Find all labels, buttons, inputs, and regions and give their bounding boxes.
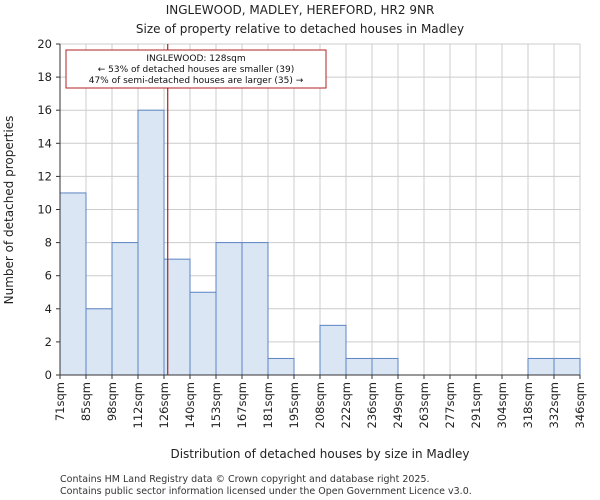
x-tick-label-263sqm: 263sqm <box>417 382 431 428</box>
annotation-line1: INGLEWOOD: 128sqm <box>146 54 245 64</box>
y-tick-label-10: 10 <box>37 203 52 217</box>
x-tick-label-291sqm: 291sqm <box>469 382 483 428</box>
x-tick-label-181sqm: 181sqm <box>261 382 275 428</box>
bar-167sqm <box>241 242 269 376</box>
y-tick-label-12: 12 <box>37 169 52 183</box>
y-tick-label-2: 2 <box>45 335 52 349</box>
bar-85sqm <box>85 308 113 376</box>
footer-line2: Contains public sector information licen… <box>60 486 472 497</box>
annotation-line3: 47% of semi-detached houses are larger (… <box>89 76 304 86</box>
bar-126sqm <box>163 258 191 376</box>
x-tick-label-153sqm: 153sqm <box>209 382 223 428</box>
bar-140sqm <box>189 291 217 376</box>
x-tick-label-346sqm: 346sqm <box>573 382 587 428</box>
axes-layer: 0 2 4 6 8 10 12 14 16 18 20 71sqm 85sqm 98sqm 112sqm 12… <box>37 37 587 428</box>
y-tick-label-18: 18 <box>37 70 52 84</box>
y-tick-label-20: 20 <box>37 37 52 51</box>
y-axis-label: Number of detached properties <box>2 116 16 305</box>
x-tick-label-277sqm: 277sqm <box>443 382 457 428</box>
x-tick-label-140sqm: 140sqm <box>183 382 197 428</box>
x-tick-label-249sqm: 249sqm <box>391 382 405 428</box>
bar-98sqm <box>111 242 139 376</box>
y-tick-label-6: 6 <box>45 269 52 283</box>
y-tick-label-0: 0 <box>45 368 52 382</box>
x-tick-label-208sqm: 208sqm <box>313 382 327 428</box>
bar-236sqm <box>371 357 399 376</box>
x-tick-label-236sqm: 236sqm <box>365 382 379 428</box>
bar-181sqm <box>267 357 295 376</box>
x-tick-label-332sqm: 332sqm <box>547 382 561 428</box>
x-tick-label-222sqm: 222sqm <box>339 382 353 428</box>
bar-222sqm <box>345 357 373 376</box>
x-tick-label-167sqm: 167sqm <box>235 382 249 428</box>
y-tick-label-4: 4 <box>45 302 52 316</box>
annotation-line2: ← 53% of detached houses are smaller (39… <box>98 65 295 75</box>
chart-title-line1: INGLEWOOD, MADLEY, HEREFORD, HR2 9NR <box>166 3 435 17</box>
bar-332sqm <box>553 357 581 376</box>
x-tick-label-304sqm: 304sqm <box>495 382 509 428</box>
y-tick-label-14: 14 <box>37 136 52 150</box>
bar-71sqm <box>59 192 87 376</box>
x-tick-label-318sqm: 318sqm <box>521 382 535 428</box>
bars-layer <box>59 109 581 376</box>
annotation-box <box>65 49 327 89</box>
x-tick-label-85sqm: 85sqm <box>79 382 93 421</box>
bar-153sqm <box>215 242 243 376</box>
chart-title-line2: Size of property relative to detached ho… <box>136 22 464 36</box>
footer-line1: Contains HM Land Registry data © Crown c… <box>60 474 430 485</box>
bar-112sqm <box>137 109 165 376</box>
bar-318sqm <box>527 357 555 376</box>
x-axis-label: Distribution of detached houses by size … <box>170 447 469 461</box>
x-tick-label-195sqm: 195sqm <box>287 382 301 428</box>
x-tick-label-126sqm: 126sqm <box>157 382 171 428</box>
x-tick-label-98sqm: 98sqm <box>105 382 119 421</box>
bar-208sqm <box>319 324 347 376</box>
x-tick-label-71sqm: 71sqm <box>53 382 67 421</box>
x-tick-label-112sqm: 112sqm <box>131 382 145 428</box>
y-tick-label-8: 8 <box>45 236 52 250</box>
y-tick-label-16: 16 <box>37 103 52 117</box>
marker-layer: INGLEWOOD: 128sqm← 53% of detached house… <box>65 44 327 375</box>
